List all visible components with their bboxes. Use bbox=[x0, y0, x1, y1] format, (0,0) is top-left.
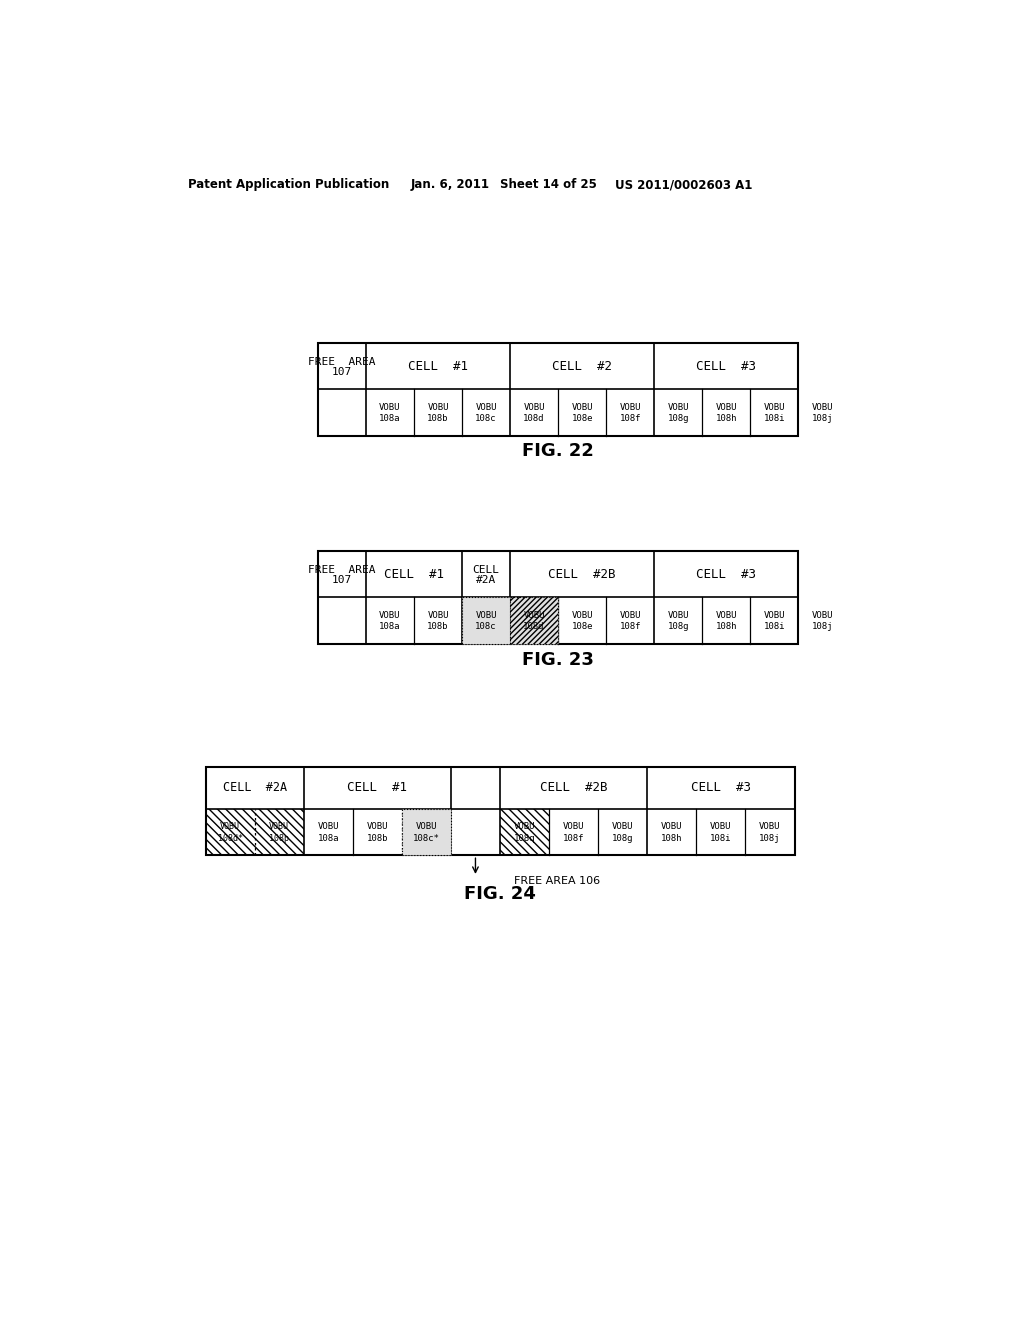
Text: FREE AREA 106: FREE AREA 106 bbox=[514, 875, 600, 886]
Text: VOBU: VOBU bbox=[427, 611, 449, 619]
Text: CELL  #3: CELL #3 bbox=[696, 360, 757, 372]
Text: 108g: 108g bbox=[668, 414, 689, 424]
Bar bbox=[510, 597, 558, 644]
Text: 108f: 108f bbox=[620, 414, 641, 424]
Text: VOBU: VOBU bbox=[668, 611, 689, 619]
Text: 108i: 108i bbox=[764, 622, 785, 631]
Text: 108i: 108i bbox=[764, 414, 785, 424]
Text: VOBU: VOBU bbox=[379, 403, 400, 412]
Text: CELL: CELL bbox=[472, 565, 500, 576]
Text: CELL  #1: CELL #1 bbox=[384, 568, 444, 581]
Text: 108j: 108j bbox=[812, 414, 834, 424]
Text: 108b: 108b bbox=[427, 622, 449, 631]
Text: VOBU: VOBU bbox=[710, 822, 731, 832]
Text: VOBU: VOBU bbox=[812, 611, 834, 619]
Bar bbox=[401, 809, 451, 855]
Text: FREE  AREA: FREE AREA bbox=[308, 356, 376, 367]
Text: 108g: 108g bbox=[668, 622, 689, 631]
Text: VOBU: VOBU bbox=[269, 822, 289, 832]
Text: CELL  #1: CELL #1 bbox=[347, 781, 408, 795]
Text: FIG. 23: FIG. 23 bbox=[522, 652, 594, 669]
Bar bbox=[255, 809, 304, 855]
Text: VOBU: VOBU bbox=[523, 403, 545, 412]
Text: 108b: 108b bbox=[427, 414, 449, 424]
Text: 108a: 108a bbox=[379, 622, 400, 631]
Text: 108c*: 108c* bbox=[413, 834, 440, 842]
Text: 108p: 108p bbox=[269, 834, 289, 842]
Text: VOBU: VOBU bbox=[812, 403, 834, 412]
Text: 107: 107 bbox=[332, 367, 352, 378]
Text: VOBU: VOBU bbox=[668, 403, 689, 412]
Text: 108j: 108j bbox=[759, 834, 780, 842]
Text: Sheet 14 of 25: Sheet 14 of 25 bbox=[500, 178, 597, 191]
Bar bbox=[510, 597, 558, 644]
Text: VOBU: VOBU bbox=[612, 822, 634, 832]
Text: Jan. 6, 2011: Jan. 6, 2011 bbox=[411, 178, 489, 191]
Text: FREE  AREA: FREE AREA bbox=[308, 565, 376, 574]
Text: Patent Application Publication: Patent Application Publication bbox=[188, 178, 390, 191]
Text: CELL  #1: CELL #1 bbox=[408, 360, 468, 372]
Text: 108a: 108a bbox=[317, 834, 339, 842]
Text: VOBU: VOBU bbox=[571, 611, 593, 619]
Text: VOBU: VOBU bbox=[662, 822, 683, 832]
Bar bbox=[500, 809, 549, 855]
Text: VOBU: VOBU bbox=[764, 403, 785, 412]
Text: CELL  #3: CELL #3 bbox=[696, 568, 757, 581]
Text: VOBU: VOBU bbox=[620, 403, 641, 412]
Text: VOBU: VOBU bbox=[563, 822, 585, 832]
Text: VOBU: VOBU bbox=[475, 611, 497, 619]
Bar bbox=[317, 552, 799, 644]
Text: 108f: 108f bbox=[563, 834, 585, 842]
Text: VOBU: VOBU bbox=[764, 611, 785, 619]
Text: CELL  #2A: CELL #2A bbox=[222, 781, 287, 795]
Text: VOBU: VOBU bbox=[620, 611, 641, 619]
Text: VOBU: VOBU bbox=[523, 611, 545, 619]
Text: FIG. 22: FIG. 22 bbox=[522, 442, 594, 459]
Text: 108j: 108j bbox=[812, 622, 834, 631]
Text: 108d: 108d bbox=[523, 414, 545, 424]
Text: CELL  #2B: CELL #2B bbox=[540, 781, 607, 795]
Text: 108q: 108q bbox=[514, 834, 536, 842]
Text: 108f: 108f bbox=[620, 622, 641, 631]
Bar bbox=[206, 809, 255, 855]
Bar bbox=[462, 597, 510, 644]
Text: VOBU: VOBU bbox=[475, 403, 497, 412]
Text: 108g: 108g bbox=[612, 834, 634, 842]
Text: #2A: #2A bbox=[476, 574, 497, 585]
Text: CELL  #2: CELL #2 bbox=[552, 360, 612, 372]
Text: 108d*: 108d* bbox=[217, 834, 243, 842]
Text: VOBU: VOBU bbox=[379, 611, 400, 619]
Text: 108a: 108a bbox=[379, 414, 400, 424]
Text: 108b: 108b bbox=[367, 834, 388, 842]
Text: 108c: 108c bbox=[475, 622, 497, 631]
Text: US 2011/0002603 A1: US 2011/0002603 A1 bbox=[614, 178, 752, 191]
Text: VOBU: VOBU bbox=[427, 403, 449, 412]
Text: CELL  #2B: CELL #2B bbox=[549, 568, 615, 581]
Text: VOBU: VOBU bbox=[514, 822, 536, 832]
Text: 108e: 108e bbox=[571, 622, 593, 631]
Text: 108i: 108i bbox=[710, 834, 731, 842]
Bar bbox=[206, 767, 795, 855]
Text: VOBU: VOBU bbox=[759, 822, 780, 832]
Text: VOBU: VOBU bbox=[220, 822, 240, 832]
Text: VOBU: VOBU bbox=[317, 822, 339, 832]
Text: CELL  #3: CELL #3 bbox=[691, 781, 751, 795]
Text: VOBU: VOBU bbox=[571, 403, 593, 412]
Text: FIG. 24: FIG. 24 bbox=[464, 884, 536, 903]
Text: VOBU: VOBU bbox=[416, 822, 437, 832]
Text: 107: 107 bbox=[332, 576, 352, 585]
Text: VOBU: VOBU bbox=[367, 822, 388, 832]
Text: VOBU: VOBU bbox=[716, 611, 737, 619]
Bar bbox=[317, 343, 799, 436]
Text: 108h: 108h bbox=[716, 414, 737, 424]
Text: 108h: 108h bbox=[716, 622, 737, 631]
Text: 108c: 108c bbox=[475, 414, 497, 424]
Text: 108h: 108h bbox=[662, 834, 683, 842]
Text: 108e: 108e bbox=[571, 414, 593, 424]
Text: 108d: 108d bbox=[523, 622, 545, 631]
Text: VOBU: VOBU bbox=[716, 403, 737, 412]
